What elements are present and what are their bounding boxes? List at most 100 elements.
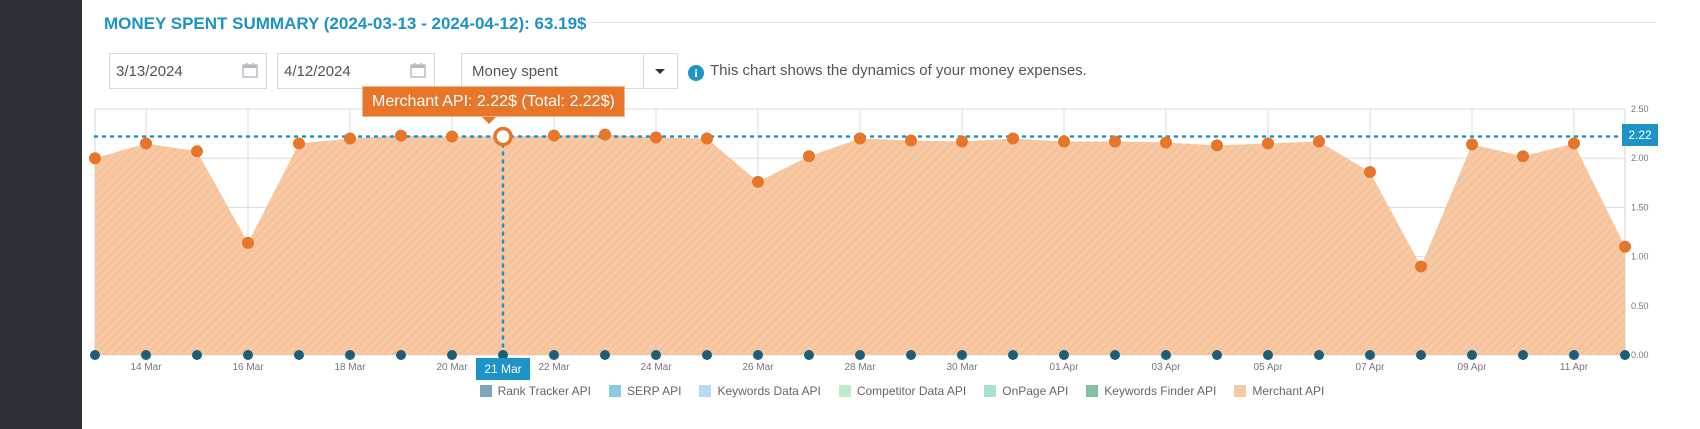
zero-series-point[interactable] (396, 350, 406, 360)
zero-series-point[interactable] (1569, 350, 1579, 360)
x-tick-label: 09 Apr (1458, 362, 1488, 373)
zero-series-point[interactable] (600, 350, 610, 360)
x-tick-label: 03 Apr (1152, 362, 1182, 373)
zero-series-point[interactable] (549, 350, 559, 360)
series-point-merchant-api[interactable] (1568, 137, 1580, 149)
series-point-merchant-api[interactable] (293, 137, 305, 149)
x-tick-label: 14 Mar (130, 362, 162, 373)
y-tick-label: 1.00 (1631, 252, 1649, 262)
series-point-merchant-api[interactable] (1262, 137, 1274, 149)
series-point-merchant-api[interactable] (1211, 139, 1223, 151)
x-tick-label: 24 Mar (640, 362, 672, 373)
series-point-merchant-api[interactable] (905, 134, 917, 146)
series-point-merchant-api[interactable] (803, 150, 815, 162)
x-tick-label: 26 Mar (742, 362, 774, 373)
zero-series-point[interactable] (1263, 350, 1273, 360)
zero-series-point[interactable] (957, 350, 967, 360)
series-point-merchant-api[interactable] (599, 129, 611, 141)
zero-series-point[interactable] (192, 350, 202, 360)
zero-series-point[interactable] (1161, 350, 1171, 360)
series-point-merchant-api[interactable] (1313, 135, 1325, 147)
y-tick-label: 2.00 (1631, 153, 1649, 163)
x-tick-label: 30 Mar (946, 362, 978, 373)
zero-series-point[interactable] (447, 350, 457, 360)
zero-series-point[interactable] (243, 350, 253, 360)
legend-label: SERP API (627, 384, 681, 398)
zero-series-point[interactable] (1467, 350, 1477, 360)
series-point-merchant-api[interactable] (956, 135, 968, 147)
zero-series-point[interactable] (345, 350, 355, 360)
legend-item[interactable]: Keywords Data API (699, 384, 820, 398)
x-tick-label: 20 Mar (436, 362, 468, 373)
series-point-merchant-api[interactable] (446, 131, 458, 143)
series-point-merchant-api[interactable] (344, 133, 356, 145)
zero-series-point[interactable] (1518, 350, 1528, 360)
series-point-merchant-api[interactable] (395, 130, 407, 142)
zero-series-point[interactable] (702, 350, 712, 360)
crosshair-y-label: 2.22 (1622, 124, 1658, 146)
legend-label: Competitor Data API (857, 384, 966, 398)
x-tick-label: 22 Mar (538, 362, 570, 373)
legend-label: OnPage API (1002, 384, 1068, 398)
series-point-merchant-api[interactable] (242, 237, 254, 249)
y-tick-label: 2.50 (1631, 104, 1649, 114)
zero-series-point[interactable] (855, 350, 865, 360)
zero-series-point[interactable] (90, 350, 100, 360)
legend-item[interactable]: Competitor Data API (839, 384, 966, 398)
x-tick-label: 05 Apr (1254, 362, 1284, 373)
x-tick-label: 16 Mar (232, 362, 264, 373)
zero-series-point[interactable] (1008, 350, 1018, 360)
legend-item[interactable]: Keywords Finder API (1086, 384, 1216, 398)
y-tick-label: 1.50 (1631, 202, 1649, 212)
series-point-merchant-api[interactable] (1109, 135, 1121, 147)
series-point-merchant-api[interactable] (89, 152, 101, 164)
legend-label: Merchant API (1252, 384, 1324, 398)
zero-series-point[interactable] (651, 350, 661, 360)
legend-swatch (1234, 385, 1246, 397)
series-point-merchant-api[interactable] (140, 137, 152, 149)
legend-swatch (609, 385, 621, 397)
legend-item[interactable]: Merchant API (1234, 384, 1324, 398)
series-point-merchant-api[interactable] (1058, 135, 1070, 147)
series-point-merchant-api[interactable] (1007, 133, 1019, 145)
legend-item[interactable]: SERP API (609, 384, 681, 398)
series-point-merchant-api[interactable] (1466, 138, 1478, 150)
zero-series-point[interactable] (141, 350, 151, 360)
series-point-merchant-api[interactable] (854, 133, 866, 145)
zero-series-point[interactable] (1620, 350, 1630, 360)
x-tick-label: 11 Apr (1560, 362, 1589, 373)
legend-item[interactable]: OnPage API (984, 384, 1068, 398)
series-point-merchant-api[interactable] (1517, 150, 1529, 162)
crosshair-x-label: 21 Mar (476, 358, 530, 380)
zero-series-point[interactable] (1059, 350, 1069, 360)
series-point-merchant-api[interactable] (752, 176, 764, 188)
zero-series-point[interactable] (1314, 350, 1324, 360)
series-point-merchant-api[interactable] (1415, 260, 1427, 272)
series-point-merchant-api[interactable] (191, 145, 203, 157)
zero-series-point[interactable] (906, 350, 916, 360)
x-tick-label: 18 Mar (334, 362, 366, 373)
legend-item[interactable]: Rank Tracker API (480, 384, 591, 398)
series-point-merchant-api[interactable] (548, 130, 560, 142)
legend-swatch (839, 385, 851, 397)
zero-series-point[interactable] (1110, 350, 1120, 360)
series-point-merchant-api[interactable] (1160, 136, 1172, 148)
legend-label: Keywords Data API (717, 384, 820, 398)
zero-series-point[interactable] (1365, 350, 1375, 360)
legend-label: Rank Tracker API (498, 384, 591, 398)
zero-series-point[interactable] (294, 350, 304, 360)
series-point-merchant-api-hover[interactable] (495, 129, 511, 145)
chart-legend: Rank Tracker API SERP API Keywords Data AP… (52, 384, 1700, 398)
chart-tooltip: Merchant API: 2.22$ (Total: 2.22$) (362, 86, 625, 117)
series-point-merchant-api[interactable] (1619, 241, 1631, 253)
zero-series-point[interactable] (804, 350, 814, 360)
legend-swatch (699, 385, 711, 397)
y-tick-label: 0.50 (1631, 301, 1649, 311)
zero-series-point[interactable] (753, 350, 763, 360)
series-point-merchant-api[interactable] (701, 133, 713, 145)
series-point-merchant-api[interactable] (650, 132, 662, 144)
zero-series-point[interactable] (1212, 350, 1222, 360)
series-point-merchant-api[interactable] (1364, 166, 1376, 178)
zero-series-point[interactable] (1416, 350, 1426, 360)
